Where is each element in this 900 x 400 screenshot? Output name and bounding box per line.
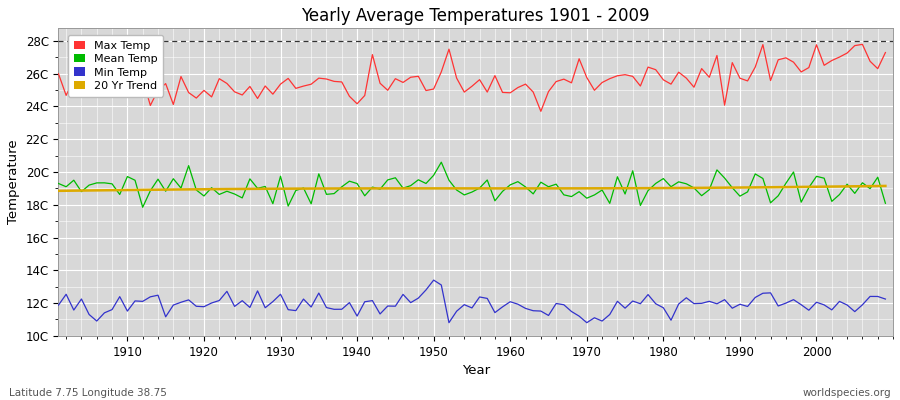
Text: worldspecies.org: worldspecies.org bbox=[803, 388, 891, 398]
Legend: Max Temp, Mean Temp, Min Temp, 20 Yr Trend: Max Temp, Mean Temp, Min Temp, 20 Yr Tre… bbox=[68, 35, 163, 96]
Title: Yearly Average Temperatures 1901 - 2009: Yearly Average Temperatures 1901 - 2009 bbox=[302, 7, 650, 25]
Text: Latitude 7.75 Longitude 38.75: Latitude 7.75 Longitude 38.75 bbox=[9, 388, 166, 398]
Y-axis label: Temperature: Temperature bbox=[7, 140, 20, 224]
X-axis label: Year: Year bbox=[462, 364, 490, 377]
